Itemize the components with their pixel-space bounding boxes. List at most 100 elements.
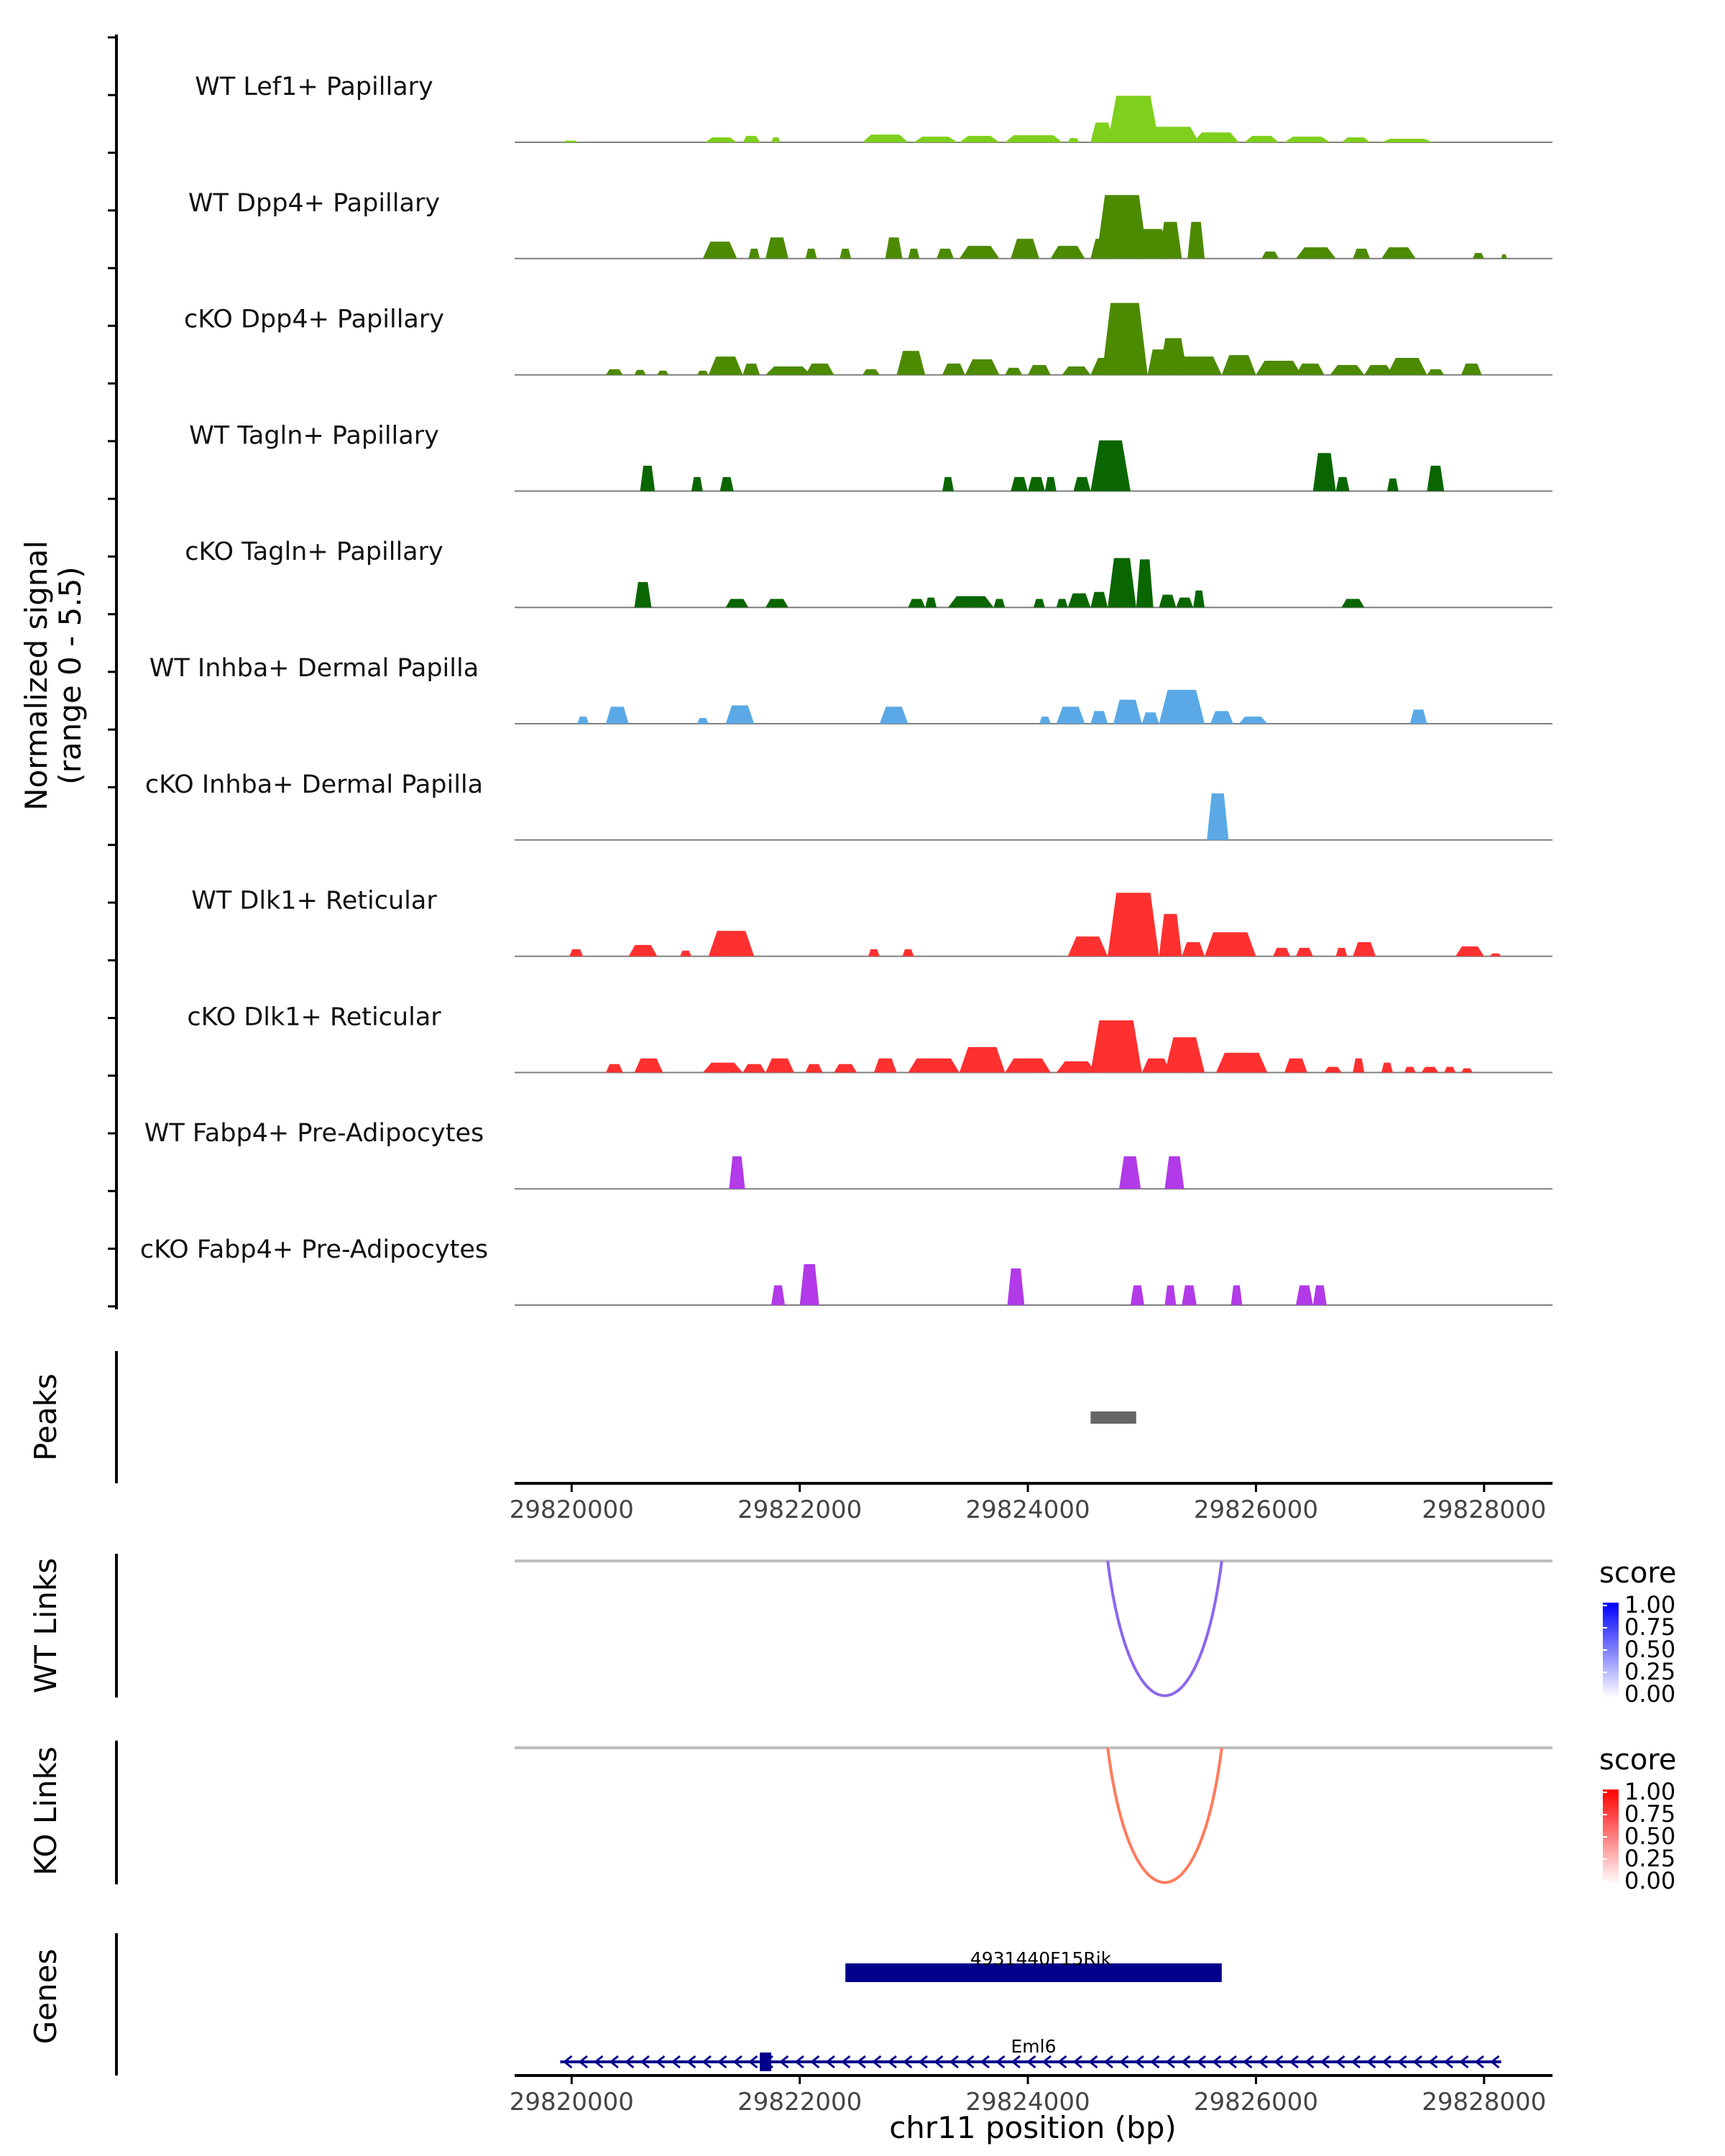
coverage-peak [1067,936,1108,957]
coverage-peak [1159,913,1182,957]
strand-arrow [748,2055,758,2069]
coverage-peak [708,356,743,375]
coverage-peak [868,949,880,957]
strand-arrow [965,2055,975,2069]
x-tick-label: 29822000 [737,1496,862,1524]
coverage-peak [873,1058,897,1073]
strand-arrow [995,2055,1006,2069]
coverage-peak [634,581,652,608]
coverage-peak [1364,364,1393,375]
strand-arrow [841,2055,851,2069]
coverage-peak [657,370,669,375]
coverage-peak [1353,941,1376,957]
genes-track-label: Genes [28,1949,63,2045]
coverage-peak [1335,947,1348,957]
coverage-peak [1427,369,1445,375]
coverage-peak [1034,599,1045,608]
coverage-peak [771,1285,786,1305]
coverage-peak [799,1264,819,1305]
coverage-peak [1005,367,1023,375]
x-tick-label: 29828000 [1422,1496,1546,1524]
strand-arrow [872,2055,882,2069]
strand-arrow [1305,2055,1315,2069]
coverage-peak [569,949,584,957]
coverage-peak [862,369,880,375]
track-label: cKO Inhba+ Dermal Papilla [145,770,483,799]
coverage-peak [1159,221,1182,259]
coverage-peak [1193,132,1239,142]
coverage-peak [1011,239,1039,259]
peak-region [1090,1411,1136,1424]
coverage-peak [1312,453,1336,492]
strand-arrow [1150,2055,1160,2069]
strand-arrow [825,2055,835,2069]
coverage-peak [704,137,737,142]
coverage-peak [1295,1285,1313,1305]
strand-arrow [1274,2055,1284,2069]
strand-arrow [1351,2055,1361,2069]
coverage-peak [834,1064,857,1073]
strand-arrow [1165,2055,1175,2069]
strand-arrow [1072,2055,1082,2069]
x-tick-label: 29826000 [1194,1496,1318,1524]
track-label: cKO Fabp4+ Pre-Adipocytes [140,1235,488,1264]
strand-arrow [1381,2055,1392,2069]
coverage-peak [640,466,656,492]
legend-tick-label: 1.00 [1624,1778,1675,1805]
legend-colorbar [1603,1789,1619,1884]
strand-arrow [1490,2055,1500,2069]
track-label: WT Inhba+ Dermal Papilla [150,654,479,683]
coverage-peak [1386,478,1399,492]
coverage-peak [729,1156,745,1189]
strand-arrow [702,2055,712,2069]
link-arc [1106,1560,1223,1697]
legend-tick-label: 0.00 [1624,1680,1675,1708]
coverage-peak [1330,364,1365,375]
wt-links-track-label: WT Links [28,1558,63,1693]
coverage-peak [1005,1058,1051,1073]
coverage-peak [805,1064,823,1073]
coverage-peak [1119,1156,1141,1189]
gene-body [845,1963,1222,1982]
strand-arrow [1289,2055,1299,2069]
coverage-peak [691,476,703,492]
coverage-peak [937,249,954,259]
coverage-peak [1381,247,1416,259]
coverage-peak [765,599,788,608]
coverage-peak [1341,599,1365,608]
coverage-peak [1028,364,1051,375]
coverage-peak [1335,476,1350,492]
coverage-peak [1136,559,1154,608]
legend-tick-label: 0.50 [1624,1636,1675,1663]
coverage-peak [914,137,957,142]
coverage-peak [1210,711,1233,724]
x-tick-label: 29824000 [966,1496,1090,1524]
coverage-peak [1215,1052,1268,1073]
coverage-peak [1489,953,1501,957]
coverage-peak [1056,599,1068,608]
coverage-peak [879,706,908,724]
strand-arrow [686,2055,696,2069]
coverage-peak [708,931,755,957]
coverage-peak [1324,1067,1342,1073]
coverage-peak [1261,251,1279,259]
coverage-peak [748,249,760,259]
coverage-peak [1176,356,1222,375]
coverage-peak [765,237,788,259]
coverage-peak [605,369,623,375]
coverage-peak [1256,360,1302,375]
strand-arrow [980,2055,990,2069]
coverage-peak [1067,138,1080,142]
legend-colorbar [1603,1603,1619,1697]
coverage-peak [1108,96,1159,142]
strand-arrow [810,2055,820,2069]
strand-arrow [640,2055,650,2069]
strand-arrow [1227,2055,1237,2069]
strand-arrow [1366,2055,1376,2069]
coverage-peak [742,136,760,142]
track-label: WT Fabp4+ Pre-Adipocytes [144,1119,484,1148]
coverage-peak [1427,466,1445,492]
coverage-peak [742,363,760,375]
x-tick-label: 29826000 [1194,2088,1318,2116]
